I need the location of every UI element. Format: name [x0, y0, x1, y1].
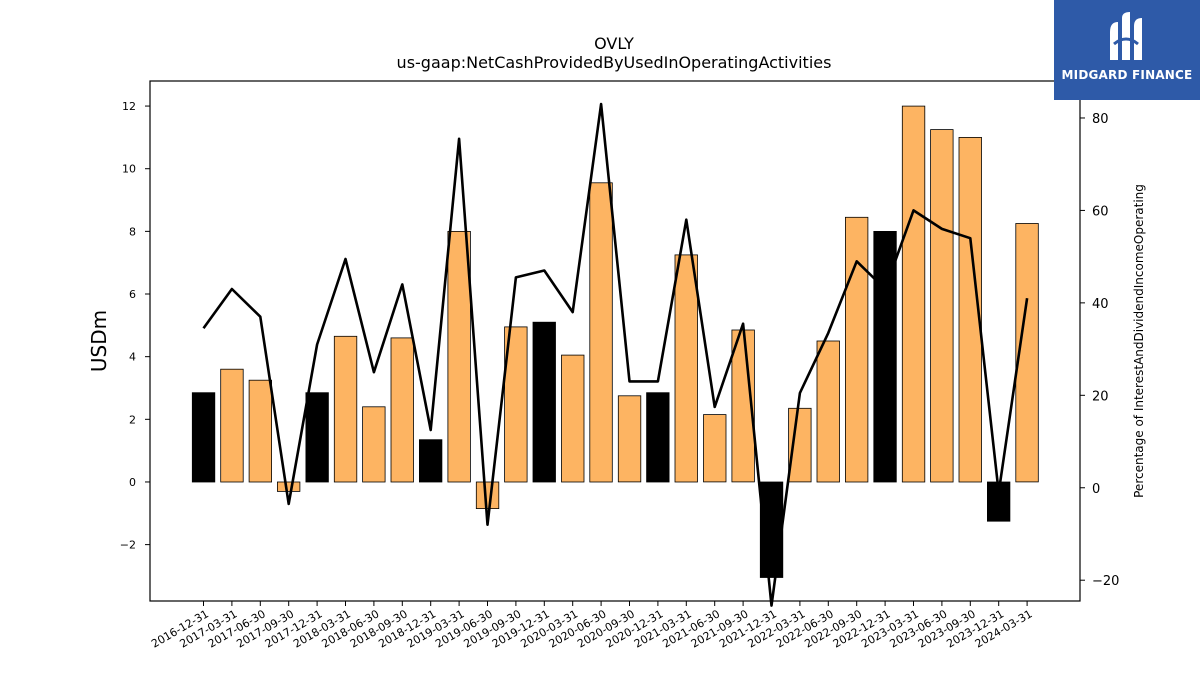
midgard-logo-icon — [1110, 12, 1142, 60]
bar — [1015, 223, 1039, 483]
bar — [958, 136, 982, 483]
y-tick-label: 10 — [122, 163, 136, 176]
plot-frame — [149, 80, 1081, 602]
y2-tick-label: 80 — [1092, 112, 1109, 127]
bar — [646, 392, 670, 483]
bar — [362, 406, 386, 483]
bar — [418, 439, 443, 483]
y-axis-label: USDm — [87, 310, 111, 372]
y-tick-label: 12 — [122, 100, 136, 113]
logo-text: MIDGARD FINANCE — [1061, 68, 1193, 82]
bar — [532, 321, 556, 483]
y2-tick-label: 20 — [1092, 389, 1109, 404]
bar — [333, 335, 358, 483]
y2-tick-label: 40 — [1092, 297, 1109, 312]
bar — [475, 481, 500, 510]
y2-tick-label: −20 — [1092, 574, 1119, 589]
series-line — [202, 102, 1029, 607]
bar — [390, 337, 414, 483]
bar — [248, 379, 273, 483]
bar — [447, 230, 471, 483]
bar — [816, 340, 840, 483]
y-tick-label: 0 — [129, 476, 136, 489]
y-tick-label: 2 — [129, 413, 136, 426]
y2-tick-label: 0 — [1092, 482, 1100, 497]
bar — [504, 326, 528, 483]
bar — [703, 414, 727, 483]
bar — [873, 230, 897, 483]
chart-subtitle: us-gaap:NetCashProvidedByUsedInOperating… — [397, 53, 832, 72]
bar — [589, 182, 613, 483]
y2-axis-label: Percentage of InterestAndDividendIncomeO… — [1132, 184, 1146, 498]
midgard-finance-logo: MIDGARD FINANCE — [1054, 0, 1200, 100]
y-tick-label: 6 — [129, 288, 136, 301]
bar — [191, 392, 216, 483]
y-tick-label: 4 — [129, 351, 136, 364]
bar — [305, 392, 329, 483]
bar — [220, 368, 244, 483]
chart-title: OVLY — [594, 34, 634, 53]
bar — [561, 354, 585, 483]
y2-tick-label: 60 — [1092, 204, 1109, 219]
bar — [901, 105, 926, 483]
y-tick-label: 8 — [129, 225, 136, 238]
bar — [617, 395, 642, 483]
bar — [674, 254, 698, 483]
bar — [276, 481, 301, 492]
bar — [930, 129, 954, 483]
y-tick-label: −2 — [120, 539, 136, 552]
bar — [845, 216, 869, 483]
